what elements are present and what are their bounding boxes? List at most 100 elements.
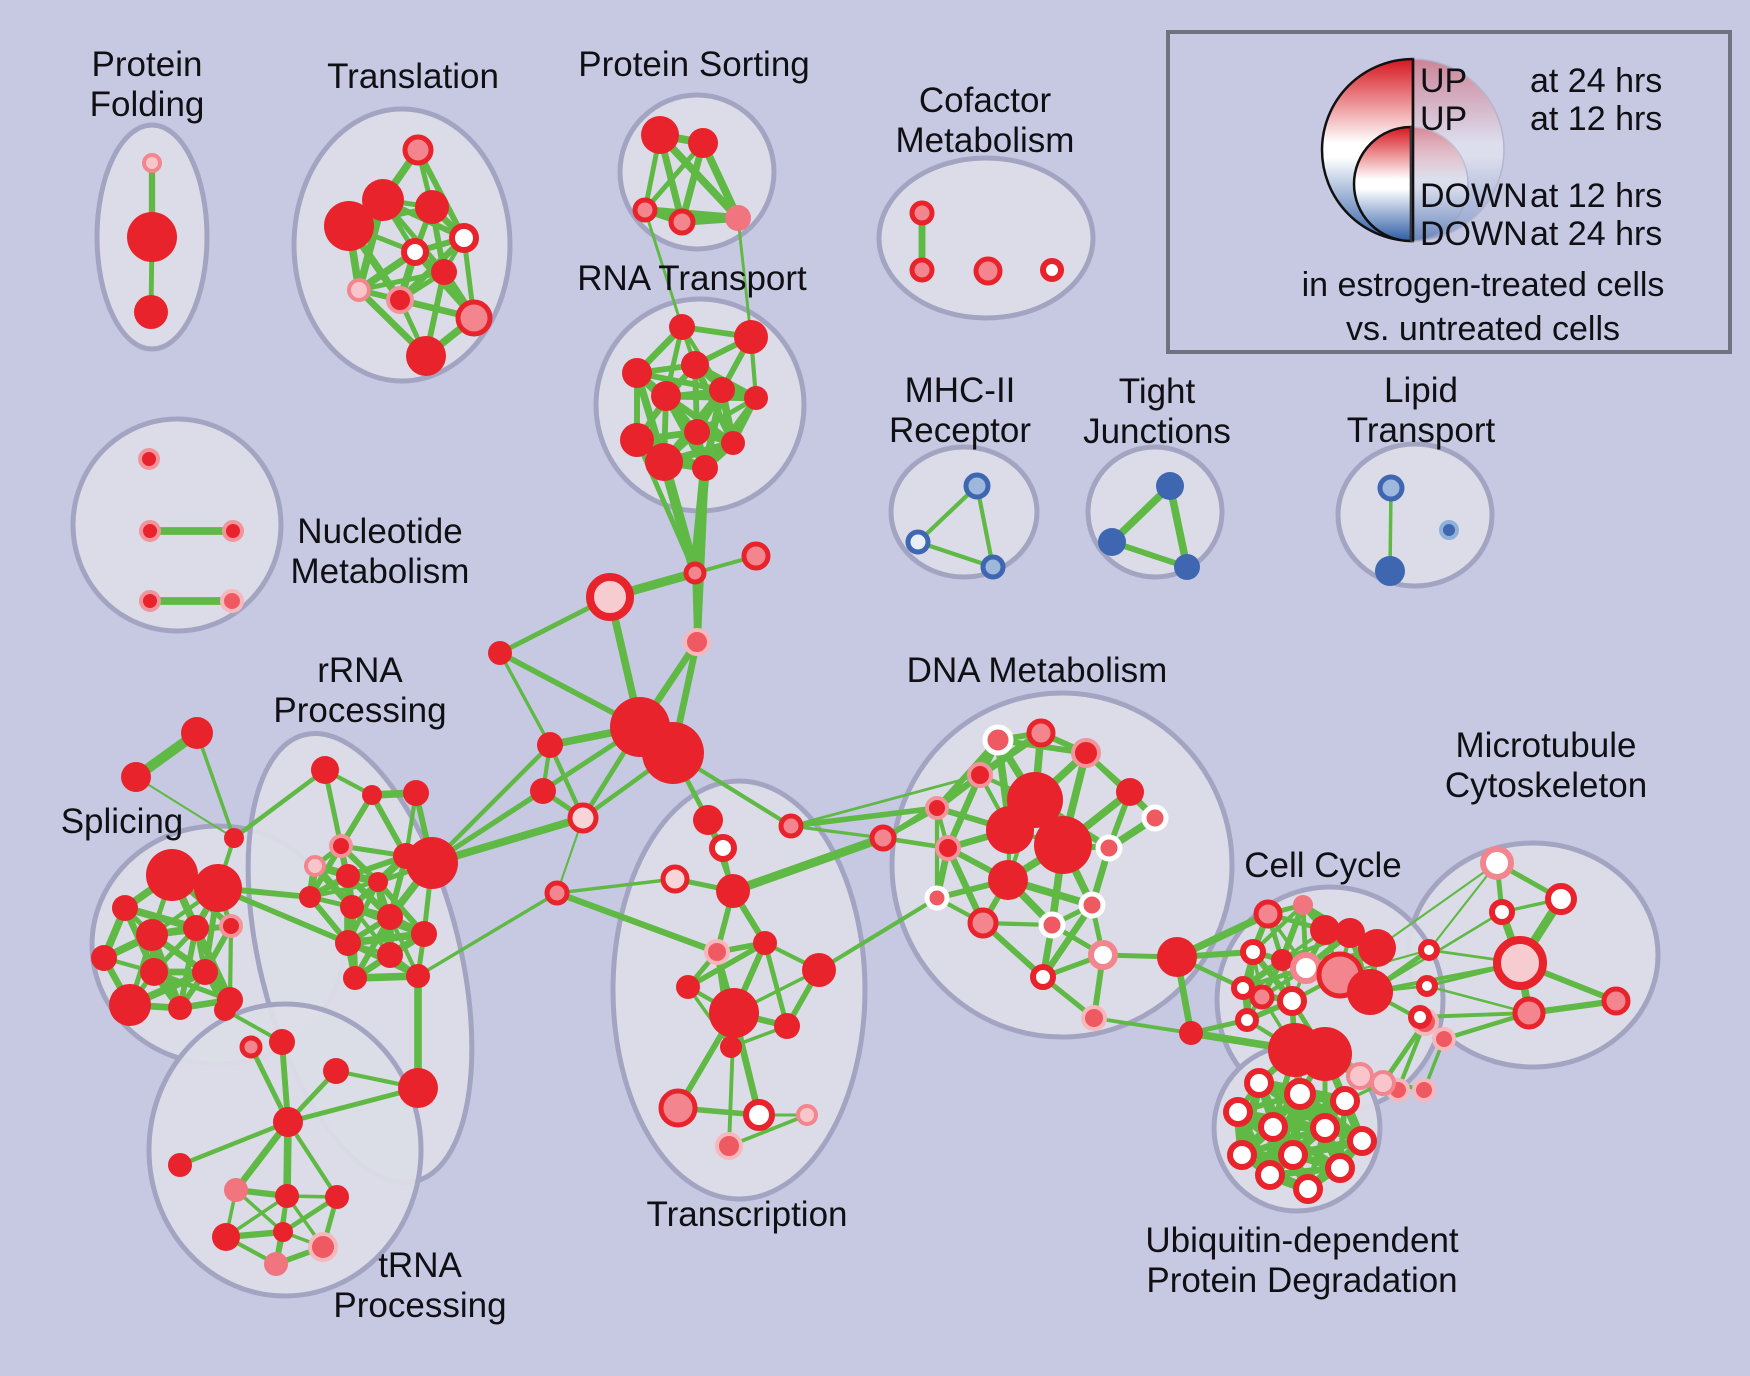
node-Mh4 (988, 860, 1028, 900)
node-B4 (324, 201, 374, 251)
node-H2 (642, 722, 704, 784)
node-K12 (1249, 984, 1275, 1010)
node-K5 (1358, 929, 1396, 967)
node-G1 (963, 472, 991, 500)
node-Mi (935, 835, 961, 861)
node-Mn (1038, 911, 1066, 939)
node-G5 (1098, 528, 1126, 556)
legend-row-1-state: UP (1420, 100, 1467, 138)
node-S10 (109, 984, 151, 1026)
node-BR1 (869, 824, 897, 852)
edge-C3-D1 (643, 208, 684, 329)
cluster-label-mhc-ii-receptor-line1: MHC-II (905, 371, 1016, 410)
node-Mg (1141, 804, 1169, 832)
node-V5 (753, 931, 777, 955)
legend-row-3-time: at 24 hrs (1530, 215, 1662, 253)
legend-row-3-state: DOWN (1420, 215, 1528, 253)
node-FB (530, 778, 556, 804)
node-V7 (676, 975, 700, 999)
node-K8 (1290, 952, 1322, 984)
node-U2 (239, 1035, 263, 1059)
node-V3 (660, 864, 690, 894)
cluster-label-dna-metabolism: DNA Metabolism (907, 651, 1168, 690)
node-Md (967, 762, 993, 788)
node-UB7 (1347, 1126, 1377, 1156)
node-D6 (709, 377, 735, 403)
cluster-label-nucleotide-metabolism-line2: Metabolism (291, 552, 470, 591)
edge-G1-G3 (974, 483, 996, 570)
node-TN1 (273, 1107, 303, 1137)
node-B9 (386, 286, 414, 314)
node-RR2 (362, 785, 382, 805)
node-V14 (796, 1104, 818, 1126)
node-Mf (1116, 778, 1144, 806)
edge-X2-X3 (134, 775, 236, 840)
legend-row-1-time: at 12 hrs (1530, 100, 1662, 138)
node-Q1 (488, 641, 512, 665)
node-UB10 (1325, 1153, 1355, 1183)
legend-row-2-state: DOWN (1420, 177, 1528, 215)
cluster-label-microtubule-cytoskeleton-line1: Microtubule (1456, 726, 1637, 765)
node-B8 (347, 278, 371, 302)
cluster-label-tight-junctions-line2: Junctions (1083, 412, 1231, 451)
node-UB8 (1227, 1140, 1257, 1170)
node-F2 (139, 520, 161, 542)
cluster-ellipse-nucleotide-metabolism (70, 416, 284, 634)
edge-V5-V10 (762, 940, 790, 1029)
cluster-label-translation: Translation (327, 57, 499, 96)
node-K7 (1271, 949, 1293, 971)
node-K1 (1253, 899, 1283, 929)
edge-FA-RR9 (429, 742, 553, 866)
node-S8 (140, 958, 168, 986)
node-K11 (1231, 976, 1255, 1000)
node-RR10 (299, 886, 321, 908)
cluster-label-protein-sorting: Protein Sorting (578, 45, 810, 84)
cluster-label-trna-processing-line2: Processing (333, 1286, 506, 1325)
node-F1 (138, 448, 160, 470)
cluster-label-trna-processing-line1: tRNA (378, 1246, 462, 1285)
node-V9 (709, 988, 759, 1038)
node-RR17 (343, 966, 367, 990)
node-RR13 (335, 930, 361, 956)
node-C4 (668, 208, 696, 236)
node-UB4 (1223, 1097, 1253, 1127)
edge-FD-V6 (553, 889, 721, 956)
node-RR14 (377, 942, 403, 968)
node-TN5 (325, 1185, 349, 1209)
node-D14 (741, 541, 771, 571)
node-S12 (168, 996, 192, 1020)
edge-G2-G3 (915, 539, 996, 570)
node-V11 (720, 1036, 742, 1058)
node-V2 (709, 834, 737, 862)
cluster-label-lipid-transport-line1: Lipid (1384, 371, 1458, 410)
node-UB1 (1244, 1068, 1274, 1098)
node-B1 (402, 134, 434, 166)
cluster-label-mhc-ii-receptor-line2: Receptor (889, 411, 1031, 450)
node-U3 (269, 1029, 295, 1055)
node-UB11 (1255, 1160, 1285, 1190)
cluster-label-lipid-transport-line2: Transport (1347, 411, 1496, 450)
node-GB1 (778, 813, 804, 839)
node-TN7 (264, 1252, 288, 1276)
node-FD (544, 880, 570, 906)
edge-V4-BR1 (728, 833, 888, 896)
node-K10 (1347, 969, 1393, 1015)
node-V12 (658, 1088, 698, 1128)
node-UB9 (1278, 1140, 1308, 1170)
node-K6 (1240, 939, 1266, 965)
node-V10 (774, 1013, 800, 1039)
node-E1 (909, 200, 935, 226)
node-Mo (1088, 940, 1118, 970)
node-B5 (401, 238, 429, 266)
node-RR16 (406, 964, 430, 988)
node-MT2 (1545, 883, 1577, 915)
edge-G1-G2 (915, 483, 980, 545)
cluster-label-ubiquitin-line2: Protein Degradation (1146, 1261, 1457, 1300)
node-D1 (669, 314, 695, 340)
node-Mm (967, 907, 999, 939)
node-MT11 (1412, 1078, 1436, 1102)
node-TN9 (273, 1222, 293, 1242)
cluster-label-transcription: Transcription (647, 1195, 848, 1234)
